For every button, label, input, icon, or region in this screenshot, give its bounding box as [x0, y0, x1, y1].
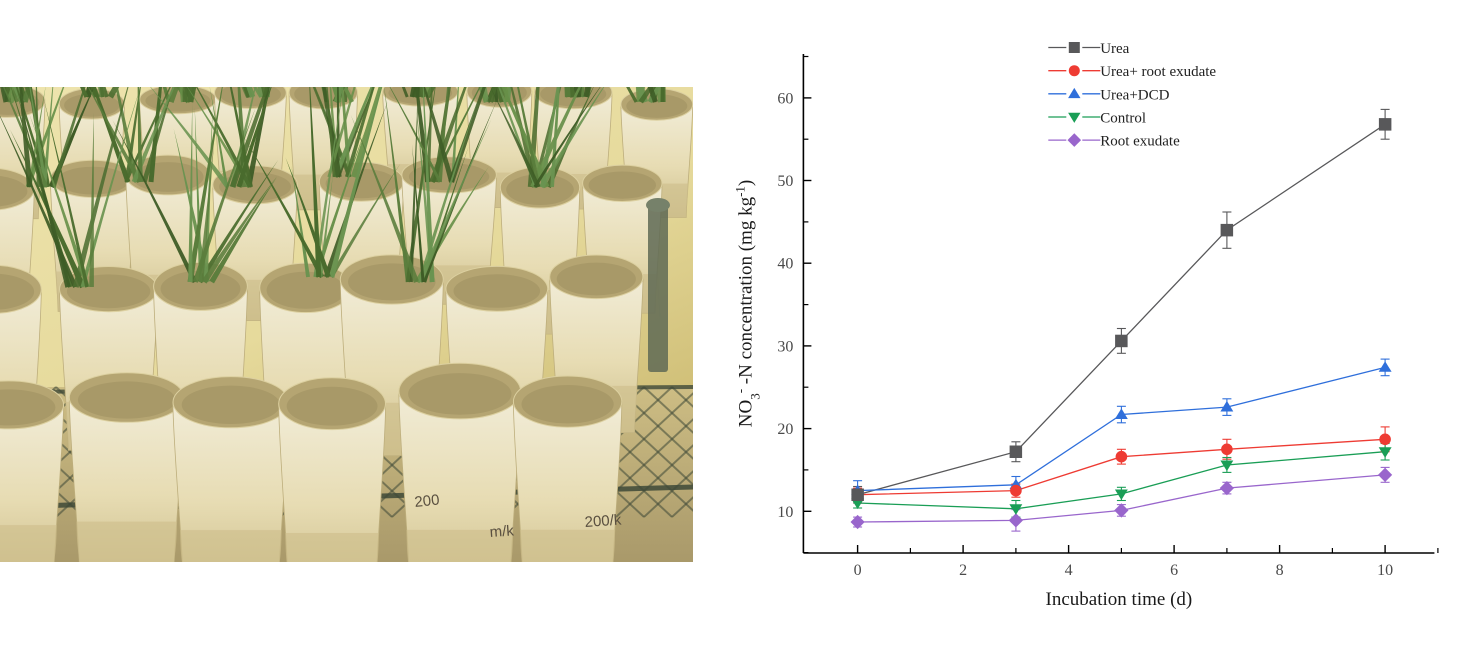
svg-text:Incubation time (d): Incubation time (d) [1046, 589, 1193, 610]
svg-text:200: 200 [414, 491, 441, 511]
svg-text:200/k: 200/k [584, 511, 622, 531]
svg-text:Control: Control [1100, 111, 1146, 127]
svg-text:Root exudate: Root exudate [1100, 134, 1180, 150]
svg-text:NO3- -N concentration (mg kg-1: NO3- -N concentration (mg kg-1) [732, 180, 762, 428]
svg-text:0: 0 [854, 562, 862, 579]
svg-text:40: 40 [777, 256, 793, 273]
svg-text:10: 10 [777, 504, 793, 521]
svg-text:Urea+ root exudate: Urea+ root exudate [1100, 64, 1216, 80]
svg-text:20: 20 [777, 421, 793, 438]
svg-text:6: 6 [1170, 562, 1178, 579]
svg-text:30: 30 [777, 338, 793, 355]
svg-text:10: 10 [1377, 562, 1393, 579]
svg-text:4: 4 [1065, 562, 1073, 579]
svg-text:m/k: m/k [489, 522, 515, 541]
svg-text:Urea+DCD: Urea+DCD [1100, 87, 1169, 103]
svg-text:50: 50 [777, 173, 793, 190]
svg-text:Urea: Urea [1100, 41, 1129, 57]
svg-text:60: 60 [777, 90, 793, 107]
svg-text:2: 2 [959, 562, 967, 579]
svg-text:8: 8 [1276, 562, 1284, 579]
